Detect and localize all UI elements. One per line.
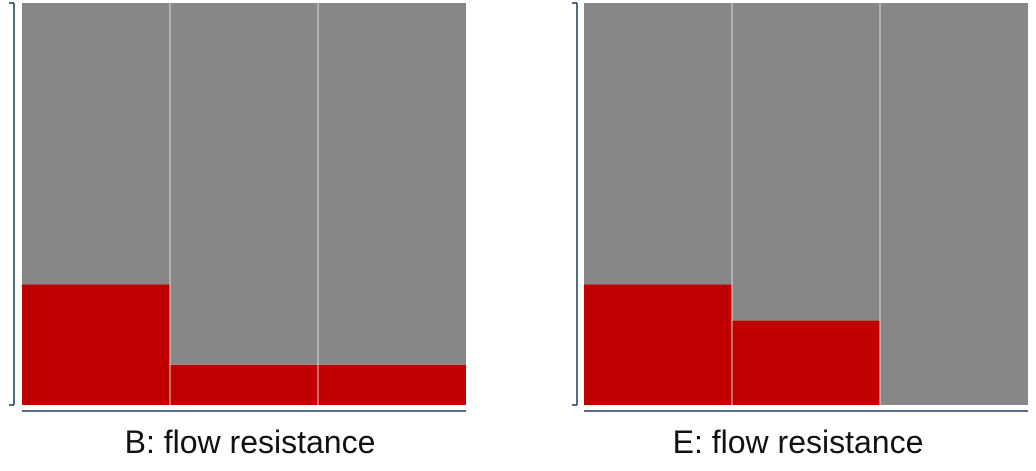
chart-e-bar-1-seg-2: [584, 3, 732, 285]
chart-b-plot: [9, 2, 466, 412]
chart-e-bar-1-seg-1: [584, 284, 732, 405]
chart-panel-b: B: flow resistance: [0, 0, 500, 471]
chart-b-bar-2-seg-2: [170, 3, 318, 365]
chart-b-bar-1-seg-1: [22, 284, 170, 405]
chart-e-title: E: flow resistance: [672, 424, 924, 460]
chart-e-plot: [572, 2, 1028, 412]
chart-e-bar-3-seg-2: [880, 3, 1028, 405]
chart-b-bar-3-seg-2: [318, 3, 466, 365]
chart-panel-e: E: flow resistance: [560, 0, 1036, 471]
chart-b-bar-1-seg-2: [22, 3, 170, 285]
chart-b-bar-3-seg-1: [318, 364, 466, 405]
chart-b-bar-2-seg-1: [170, 364, 318, 405]
chart-b-title: B: flow resistance: [124, 424, 376, 460]
chart-e-bar-2-seg-1: [732, 320, 880, 405]
chart-e-bar-2-seg-2: [732, 3, 880, 321]
